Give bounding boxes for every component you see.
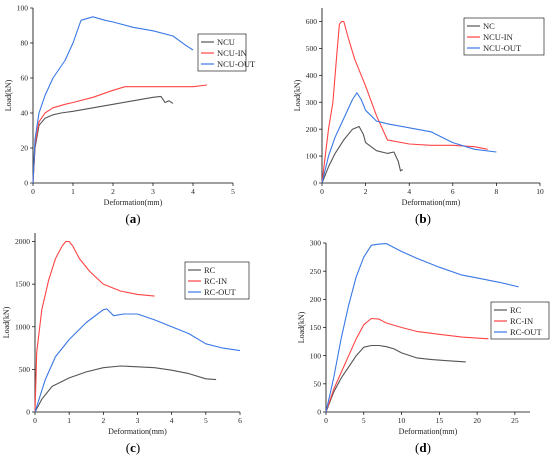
- x-tick-label: 4: [170, 416, 174, 425]
- x-tick-label: 0: [320, 187, 324, 196]
- x-tick-label: 3: [151, 187, 155, 196]
- series-line-rc-out: [34, 308, 241, 413]
- x-tick-label: 15: [436, 416, 444, 425]
- x-axis-label: Deformation(mm): [402, 198, 461, 207]
- y-tick-label: 60: [21, 74, 29, 83]
- y-axis-label: Load(kN): [2, 306, 11, 338]
- y-axis-label: Load(kN): [297, 311, 306, 343]
- y-axis-label: Load(kN): [293, 79, 302, 111]
- x-tick-label: 2: [101, 416, 105, 425]
- y-tick-label: 100: [310, 351, 322, 360]
- series-line-ncu-out: [32, 16, 194, 184]
- y-tick-label: 150: [310, 323, 322, 332]
- y-tick-label: 400: [306, 71, 318, 80]
- y-tick-label: 0: [26, 408, 30, 417]
- y-tick-label: 0: [24, 179, 28, 188]
- chart-panel-c: 0 1 2 3 4 5 6 0 500 1000 1500 2000 Deformation(mm) Lo…: [2, 233, 250, 436]
- x-tick-label: 5: [204, 416, 208, 425]
- panel-label-a: (a): [125, 211, 140, 226]
- x-tick-label: 3: [136, 416, 140, 425]
- y-tick-label: 40: [21, 109, 29, 118]
- y-tick-label: 100: [306, 152, 318, 161]
- y-tick-label: 500: [306, 44, 318, 53]
- y-tick-label: 300: [306, 98, 318, 107]
- x-tick-label: 0: [33, 416, 37, 425]
- chart-panel-a: 0 1 2 3 4 5 0 20 40 60 80 100 Deformation(mm) Load(kN…: [4, 4, 256, 207]
- panel-label-b: (b): [415, 211, 431, 226]
- legend-entry: RC: [204, 265, 216, 275]
- y-tick-label: 200: [306, 125, 318, 134]
- legend-entry: RC-IN: [510, 316, 533, 326]
- legend-entry: NCU-OUT: [483, 43, 522, 53]
- y-tick-label: 2000: [15, 237, 30, 246]
- y-axis-label: Load(kN): [4, 79, 13, 111]
- legend-entry: RC-IN: [204, 276, 227, 286]
- legend-entry: NCU-IN: [483, 32, 513, 42]
- y-tick-label: 500: [19, 365, 31, 374]
- x-tick-label: 6: [451, 187, 455, 196]
- x-tick-label: 20: [473, 416, 481, 425]
- x-axis-label: Deformation(mm): [104, 198, 163, 207]
- series-line-rc: [34, 365, 217, 413]
- y-tick-label: 20: [21, 144, 29, 153]
- y-tick-label: 50: [314, 379, 322, 388]
- x-axis-label: Deformation(mm): [399, 427, 458, 436]
- x-tick-label: 4: [191, 187, 195, 196]
- y-tick-label: 600: [306, 17, 318, 26]
- x-tick-label: 0: [31, 187, 35, 196]
- y-tick-label: 1000: [15, 322, 30, 331]
- series-line-rc: [325, 344, 466, 413]
- y-tick-label: 1500: [15, 280, 30, 289]
- x-tick-label: 25: [511, 416, 519, 425]
- y-tick-label: 200: [310, 295, 322, 304]
- x-tick-label: 0: [324, 416, 328, 425]
- x-tick-label: 4: [407, 187, 411, 196]
- series-line-ncu-out: [321, 92, 497, 184]
- x-tick-label: 1: [67, 416, 71, 425]
- series-line-rc-in: [34, 240, 155, 413]
- series-line-ncu-in: [321, 20, 488, 184]
- x-tick-label: 5: [362, 416, 366, 425]
- x-tick-label: 10: [536, 187, 544, 196]
- y-tick-label: 0: [317, 408, 321, 417]
- series-line-rc-in: [325, 317, 489, 413]
- legend-entry: NCU-OUT: [217, 59, 256, 69]
- y-tick-label: 300: [310, 239, 322, 248]
- legend-entry: RC: [510, 305, 522, 315]
- panel-label-c: (c): [126, 440, 140, 455]
- series-line-rc-out: [325, 243, 519, 413]
- x-tick-label: 10: [398, 416, 406, 425]
- panel-label-d: (d): [415, 440, 431, 455]
- x-tick-label: 2: [364, 187, 368, 196]
- chart-panel-d: 0 5 10 15 20 25050100150200250300Deformation(…: [297, 239, 550, 436]
- x-tick-label: 1: [71, 187, 75, 196]
- x-tick-label: 6: [238, 416, 242, 425]
- y-tick-label: 80: [21, 39, 29, 48]
- legend-entry: RC-OUT: [510, 327, 542, 337]
- y-tick-label: 250: [310, 267, 322, 276]
- y-tick-label: 0: [313, 179, 317, 188]
- x-tick-label: 2: [111, 187, 115, 196]
- legend-entry: RC-OUT: [204, 287, 236, 297]
- legend-entry: NCU-IN: [217, 48, 247, 58]
- series-line-nc: [321, 125, 403, 184]
- legend-entry: NCU: [217, 37, 235, 47]
- series-line-ncu: [32, 95, 174, 184]
- chart-panel-b: 0 2 4 6 8 100100200300400500600Deformation(mm…: [293, 8, 545, 207]
- x-axis-label: Deformation(mm): [108, 427, 167, 436]
- y-tick-label: 100: [17, 4, 29, 13]
- x-tick-label: 5: [231, 187, 235, 196]
- legend-entry: NC: [483, 21, 495, 31]
- series-line-ncu-in: [32, 84, 208, 184]
- x-tick-label: 8: [495, 187, 499, 196]
